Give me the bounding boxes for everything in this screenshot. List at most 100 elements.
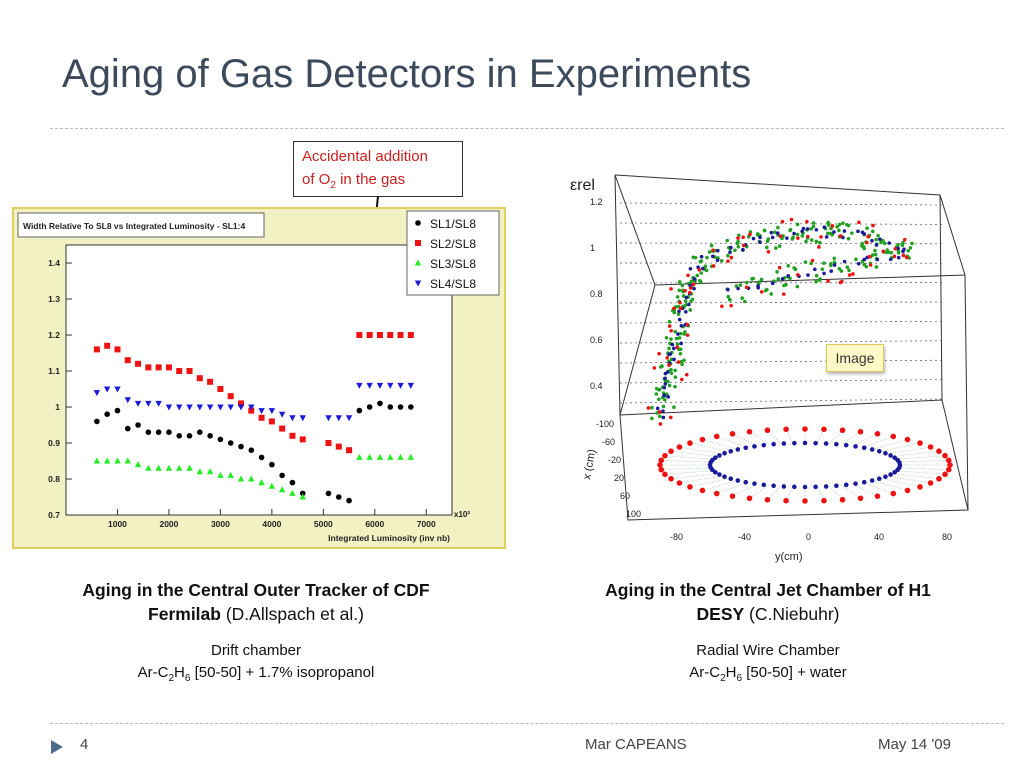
- h1-point-green: [804, 239, 808, 244]
- h1-point-green: [678, 331, 683, 336]
- h1-point-red: [684, 372, 689, 377]
- h1-point-red: [657, 410, 662, 414]
- h1-ring-point-outer: [687, 440, 693, 446]
- h1-point-green: [678, 347, 683, 352]
- cdf-y-tick-label: 0.9: [48, 438, 60, 448]
- h1-point-green: [699, 271, 703, 275]
- h1-point-blue: [800, 229, 804, 234]
- cdf-point: [397, 453, 404, 460]
- h1-point-red: [780, 219, 785, 224]
- h1-point-blue: [887, 241, 891, 245]
- h1-point-green: [795, 284, 800, 289]
- h1-ring-point-inner: [735, 447, 741, 452]
- h1-point-green: [669, 371, 674, 376]
- h1-ring-point-outer: [729, 493, 736, 499]
- cdf-point: [114, 457, 121, 464]
- cdf-x-tick-label: 5000: [314, 519, 333, 529]
- h1-ring-point-outer: [662, 471, 668, 478]
- cdf-point: [217, 436, 224, 443]
- cdf-point: [227, 393, 234, 400]
- h1-point-green: [680, 283, 685, 288]
- h1-ring-point-inner: [843, 442, 849, 448]
- cdf-point: [397, 332, 404, 338]
- cdf-point: [227, 404, 234, 411]
- h1-point-green: [762, 228, 767, 233]
- h1-box-edge: [939, 194, 943, 401]
- h1-point-blue: [780, 277, 785, 281]
- h1-ring-point-outer: [904, 436, 911, 443]
- h1-point-green: [682, 358, 686, 363]
- h1-point-green: [726, 294, 731, 299]
- h1-point-green: [680, 362, 684, 367]
- h1-point-red: [736, 236, 740, 240]
- h1-ring-point-inner: [892, 469, 897, 475]
- h1-ring-point-outer: [821, 497, 827, 504]
- cdf-title-box: [17, 212, 265, 238]
- cdf-point: [397, 382, 404, 389]
- h1-point-green: [727, 298, 732, 302]
- h1-point-green: [737, 233, 741, 238]
- h1-point-green: [782, 283, 786, 288]
- cdf-point: [345, 415, 353, 422]
- cdf-point: [269, 461, 275, 468]
- h1-point-green: [793, 267, 798, 272]
- cdf-point: [237, 404, 245, 411]
- h1-ring-point-inner: [869, 447, 875, 452]
- h1-point-red: [830, 224, 835, 228]
- h1-ring-point-outer: [947, 462, 953, 468]
- callout-box: Accidental addition of O2 in the gas: [293, 141, 463, 197]
- left-subcaption: Drift chamber Ar-C2H6 [50-50] + 1.7% iso…: [137, 642, 375, 684]
- h1-ring-spoke: [732, 483, 758, 497]
- h1-point-green: [673, 329, 678, 334]
- cdf-point: [289, 479, 296, 486]
- h1-point-red: [795, 272, 800, 277]
- h1-point-green: [826, 231, 830, 236]
- h1-ring-spoke: [872, 480, 908, 491]
- h1-z-tick-label: 0.4: [590, 381, 603, 391]
- cdf-point: [335, 494, 342, 500]
- cdf-chart-panel: Width Relative To SL8 vs Integrated Lumi…: [12, 207, 506, 549]
- h1-point-green: [733, 248, 737, 253]
- h1-point-green: [886, 250, 891, 255]
- h1-x-tick-label: -20: [608, 455, 621, 465]
- h1-ring-point-outer: [942, 471, 948, 478]
- footer-date: May 14 '09: [878, 736, 951, 753]
- h1-point-red: [729, 255, 734, 260]
- h1-point-green: [736, 239, 740, 244]
- cdf-point: [299, 490, 306, 497]
- h1-ring-spoke: [896, 470, 946, 475]
- cdf-legend-label: SL2/SL8: [430, 237, 476, 251]
- h1-ring-point-inner: [781, 484, 787, 489]
- cdf-point: [258, 408, 265, 415]
- h1-point-red: [685, 333, 690, 337]
- h1-point-blue: [824, 235, 829, 239]
- h1-point-green: [854, 257, 858, 262]
- h1-ring-point-outer: [802, 426, 808, 432]
- h1-point-green: [896, 242, 900, 247]
- h1-point-green: [809, 238, 814, 242]
- h1-point-green: [765, 239, 770, 244]
- h1-point-green: [676, 312, 681, 316]
- h1-point-green: [908, 246, 913, 250]
- h1-point-green: [906, 248, 911, 253]
- cdf-point: [258, 414, 265, 421]
- cdf-point: [248, 404, 255, 411]
- cdf-point: [299, 436, 306, 443]
- h1-point-red: [697, 267, 702, 272]
- h1-point-green: [650, 416, 654, 421]
- cdf-point: [289, 432, 296, 439]
- h1-point-red: [781, 292, 786, 296]
- h1-point-red: [871, 223, 875, 228]
- h1-point-green: [667, 383, 672, 388]
- cdf-point: [206, 404, 214, 411]
- h1-ring-point-outer: [839, 427, 846, 434]
- cdf-point: [387, 453, 394, 460]
- h1-point-blue: [662, 393, 666, 398]
- h1-point-red: [679, 306, 683, 311]
- h1-grid: [619, 242, 943, 245]
- cdf-point: [217, 471, 224, 478]
- cdf-point: [197, 429, 203, 435]
- h1-point-green: [695, 273, 700, 278]
- h1-ring-point-outer: [936, 475, 942, 482]
- h1-point-blue: [672, 346, 676, 351]
